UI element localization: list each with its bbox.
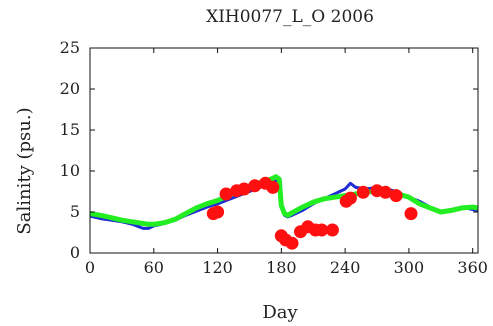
data-point bbox=[356, 185, 370, 199]
data-point bbox=[389, 189, 403, 203]
plot-area bbox=[90, 174, 478, 250]
data-point bbox=[343, 191, 357, 205]
x-tick-label: 120 bbox=[202, 258, 233, 277]
data-point bbox=[248, 179, 262, 193]
x-tick-label: 240 bbox=[330, 258, 361, 277]
x-tick-label: 60 bbox=[144, 258, 164, 277]
data-point bbox=[219, 187, 233, 201]
x-tick-label: 180 bbox=[266, 258, 297, 277]
data-point bbox=[379, 185, 392, 199]
series-line-1 bbox=[90, 174, 478, 227]
data-point bbox=[211, 205, 225, 219]
y-tick-label: 15 bbox=[60, 120, 80, 139]
data-point bbox=[266, 180, 280, 194]
y-tick-label: 20 bbox=[60, 79, 80, 98]
x-tick-label: 300 bbox=[394, 258, 425, 277]
plot-frame bbox=[89, 47, 479, 254]
y-tick-label: 5 bbox=[70, 202, 80, 221]
y-tick-label: 10 bbox=[60, 161, 80, 180]
x-axis-title: Day bbox=[262, 302, 298, 323]
x-tick-label: 360 bbox=[457, 258, 488, 277]
data-point bbox=[325, 223, 339, 237]
data-point bbox=[404, 207, 418, 221]
x-tick-label: 0 bbox=[85, 258, 95, 277]
y-tick-label: 25 bbox=[60, 38, 80, 57]
y-tick-label: 0 bbox=[70, 243, 80, 262]
data-point bbox=[237, 182, 251, 196]
axis-ticks: 0 60 120 180 240 300 360 0 5 10 15 20 25 bbox=[60, 38, 488, 277]
chart-title: XIH0077_L_O 2006 bbox=[206, 7, 374, 27]
data-point bbox=[315, 223, 329, 237]
data-point bbox=[285, 236, 299, 250]
y-axis-title: Salinity (psu.) bbox=[14, 107, 35, 234]
